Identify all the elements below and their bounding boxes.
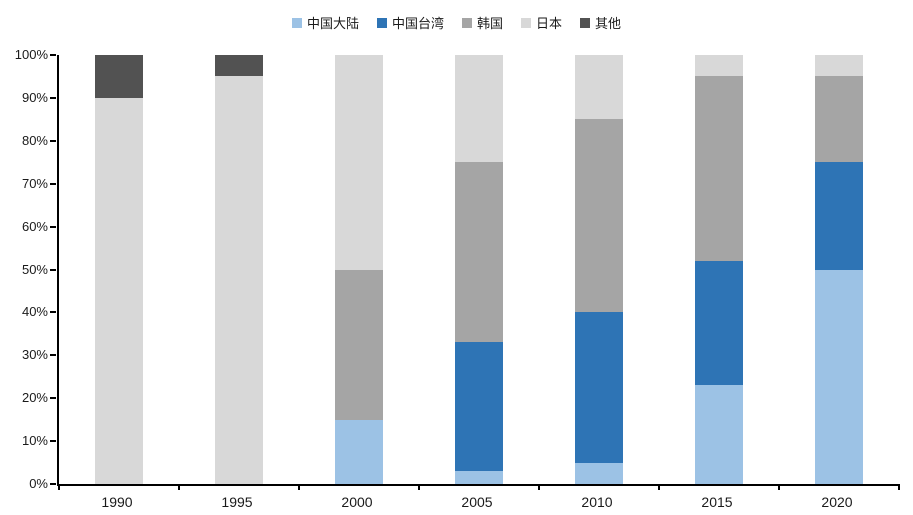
x-axis-tick: [658, 484, 660, 490]
bar-1990: [95, 55, 143, 484]
y-axis-tick: [50, 440, 56, 443]
legend-label: 韩国: [476, 16, 503, 31]
bar-segment-日本: [695, 55, 743, 77]
y-axis-tick: [50, 225, 56, 228]
y-tick-label: 80%: [21, 132, 48, 148]
y-axis-tick: [50, 483, 56, 485]
bar-segment-中国大陆: [695, 385, 743, 484]
y-axis-tick: [50, 268, 56, 271]
bar-segment-日本: [455, 55, 503, 163]
y-axis-tick: [50, 182, 56, 185]
y-axis-tick: [50, 397, 56, 400]
bar-segment-韩国: [455, 162, 503, 343]
bar-segment-其他: [215, 55, 263, 77]
legend-label: 中国大陆: [306, 16, 359, 31]
x-axis-tick: [178, 484, 180, 490]
y-axis-tick: [50, 139, 56, 142]
legend-item-5: 其他: [580, 13, 621, 32]
legend-item-1: 中国大陆: [291, 13, 359, 32]
x-tick-label: 2005: [461, 494, 493, 510]
bar-segment-日本: [815, 55, 863, 77]
bar-segment-中国大陆: [575, 462, 623, 484]
y-tick-label: 0%: [29, 476, 48, 491]
bar-segment-中国台湾: [455, 342, 503, 472]
bar-segment-中国台湾: [695, 260, 743, 386]
bar-segment-日本: [335, 55, 383, 270]
bar-segment-中国台湾: [575, 312, 623, 463]
x-tick-label: 2010: [581, 494, 613, 510]
bar-segment-韩国: [575, 119, 623, 313]
bar-2005: [455, 55, 503, 484]
bar-segment-韩国: [335, 269, 383, 420]
legend-label: 中国台湾: [391, 16, 444, 31]
legend-label: 日本: [536, 16, 563, 31]
x-axis-tick: [538, 484, 540, 490]
x-axis-tick: [298, 484, 300, 490]
x-tick-label: 2000: [341, 494, 373, 510]
bar-2015: [695, 55, 743, 484]
bar-2010: [575, 55, 623, 484]
bar-segment-中国大陆: [335, 419, 383, 484]
x-axis-tick: [58, 484, 60, 490]
bar-segment-日本: [95, 97, 143, 484]
legend-swatch-icon: [521, 17, 531, 28]
y-axis-tick: [50, 311, 56, 314]
bar-segment-中国大陆: [815, 269, 863, 484]
legend-item-4: 日本: [521, 13, 562, 32]
bar-segment-中国台湾: [815, 162, 863, 270]
legend-swatch-icon: [580, 17, 591, 28]
legend-label: 其他: [595, 16, 622, 31]
x-axis-tick: [898, 484, 900, 490]
bar-segment-韩国: [815, 76, 863, 163]
legend-swatch-icon: [376, 17, 387, 28]
legend-swatch-icon: [461, 17, 472, 28]
y-tick-label: 90%: [21, 89, 48, 105]
y-axis-tick: [50, 96, 56, 99]
y-axis-tick: [50, 54, 56, 56]
y-tick-label: 20%: [21, 390, 48, 406]
legend-item-2: 中国台湾: [376, 13, 444, 32]
x-axis-tick: [418, 484, 420, 490]
x-axis-tick: [778, 484, 780, 490]
y-tick-label: 40%: [21, 304, 48, 320]
bar-1995: [215, 55, 263, 484]
y-axis-tick: [50, 354, 56, 357]
bar-2000: [335, 55, 383, 484]
legend-item-3: 韩国: [461, 13, 503, 32]
bar-2020: [815, 55, 863, 484]
y-tick-label: 10%: [21, 433, 48, 449]
legend-swatch-icon: [291, 17, 302, 28]
bar-segment-其他: [95, 55, 143, 98]
bar-segment-日本: [575, 55, 623, 120]
y-tick-label: 60%: [21, 218, 48, 234]
chart-legend: 中国大陆 中国台湾 韩国 日本 其他: [0, 13, 913, 32]
x-tick-label: 1995: [221, 494, 253, 510]
bar-segment-日本: [215, 76, 263, 484]
bar-segment-中国大陆: [455, 471, 503, 484]
x-tick-label: 1990: [101, 494, 133, 510]
bar-segment-韩国: [695, 76, 743, 261]
plot-area: [50, 54, 900, 490]
y-tick-label: 70%: [21, 175, 48, 191]
y-tick-label: 30%: [21, 347, 48, 363]
y-tick-label: 100%: [14, 47, 48, 62]
x-tick-label: 2020: [821, 494, 853, 510]
x-tick-label: 2015: [701, 494, 733, 510]
y-tick-label: 50%: [21, 261, 48, 277]
